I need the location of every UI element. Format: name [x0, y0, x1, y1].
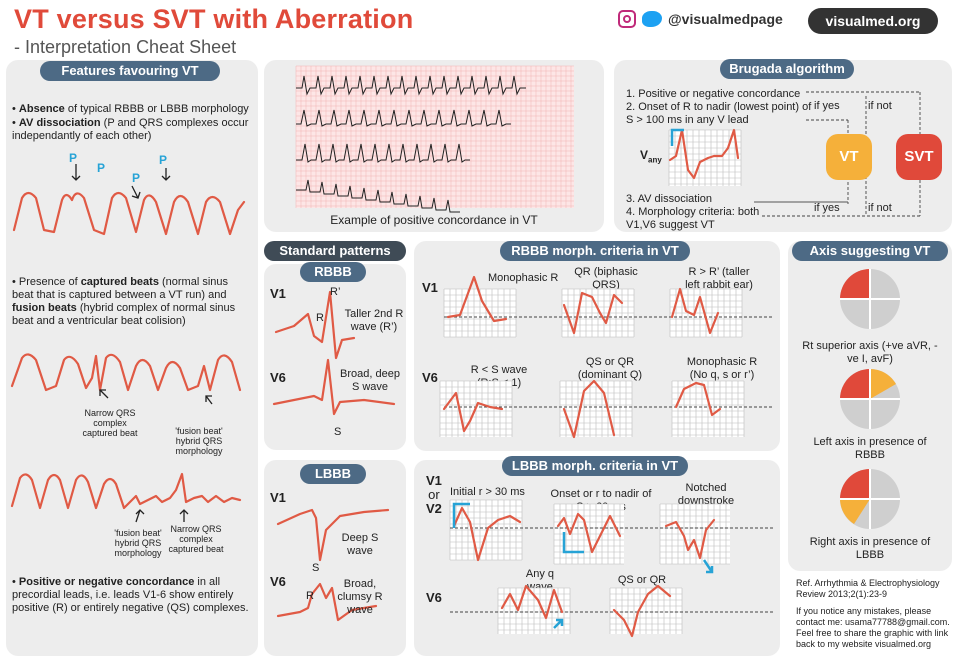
- fusion-beat-tracing: [10, 472, 242, 523]
- brugada-criterion-2: 2. Onset of R to nadir (lowest point) of…: [626, 101, 812, 126]
- rbbb-v6-note: Broad, deep S wave: [340, 368, 400, 393]
- vt-result-node: VT: [826, 134, 872, 180]
- s-label: S: [334, 426, 342, 438]
- twitter-icon[interactable]: [642, 11, 662, 27]
- p-wave-label: P: [97, 161, 105, 175]
- reference-note: If you notice any mistakes, please conta…: [796, 606, 950, 649]
- r-label: R: [316, 312, 324, 324]
- axis-right-label: Right axis in presence of LBBB: [809, 536, 931, 561]
- lbbb-vt-heading: LBBB morph. criteria in VT: [502, 456, 688, 476]
- lead-v6: V6: [270, 370, 286, 385]
- social-links: @visualmedpage: [618, 10, 783, 28]
- av-dissociation-tracing: P P P P: [12, 151, 246, 236]
- brugada-criterion-4: 4. Morphology criteria: both V1,V6 sugge…: [626, 206, 760, 231]
- bullet-concordance: • Positive or negative concordance in al…: [12, 576, 249, 614]
- axis-diagrams: [840, 269, 900, 529]
- rbbb-vt-heading: RBBB morph. criteria in VT: [500, 241, 690, 261]
- axis-left-quadrant: [840, 369, 900, 429]
- vt-features-heading: Features favouring VT: [40, 61, 220, 81]
- lbbb-vt-initial-r: Initial r > 30 ms: [450, 486, 525, 498]
- rbbb-vt-lead-v1: V1: [422, 280, 438, 295]
- brugada-if-yes-1: if yes: [814, 100, 840, 112]
- reference-citation: Ref. Arrhythmia & Electrophysiology Revi…: [796, 578, 940, 599]
- lead-v6-lbbb: V6: [270, 574, 286, 589]
- brugada-if-not-2: if not: [868, 202, 892, 214]
- rbbb-vt-waves: [439, 275, 774, 439]
- lbbb-vt-lead-v1: V1 or V2: [426, 473, 442, 516]
- concordance-ecg-strip: [295, 65, 574, 213]
- website-badge[interactable]: visualmed.org: [808, 8, 938, 34]
- social-handle[interactable]: @visualmedpage: [668, 11, 783, 27]
- lbbb-vt-waves: [449, 499, 774, 638]
- rbbb-v1-note: Taller 2nd R wave (R’): [344, 308, 404, 333]
- lbbb-vt-lead-v6: V6: [426, 590, 442, 605]
- brugada-if-yes-2: if yes: [814, 202, 840, 214]
- annotation-narrow-qrs-2: Narrow QRS complex captured beat: [168, 524, 224, 554]
- annotation-fusion-beat: 'fusion beat' hybrid QRS morphology: [175, 426, 223, 456]
- brugada-if-not-1: if not: [868, 100, 892, 112]
- vt-features-panel: [6, 60, 258, 656]
- rbbb-vt-monophasic-r: Monophasic R: [488, 272, 559, 284]
- axis-heading: Axis suggesting VT: [792, 241, 948, 261]
- captured-beat-tracing: [10, 353, 242, 405]
- rbbb-vt-qs-qr: QS or QR (dominant Q): [577, 356, 643, 381]
- rbbb-vt-r-greater: R > R’ (taller left rabbit ear): [685, 266, 753, 291]
- page-title: VT versus SVT with Aberration: [14, 4, 414, 34]
- ecg-example-caption: Example of positive concordance in VT: [330, 213, 538, 227]
- lbbb-r-label: R: [306, 590, 314, 602]
- rbbb-vt-monophasic-r-v6: Monophasic R (No q, s or r’): [686, 356, 758, 381]
- annotation-narrow-qrs: Narrow QRS complex captured beat: [82, 408, 138, 438]
- rbbb-standard-waves: [272, 290, 396, 416]
- brugada-criterion-3: 3. AV dissociation: [626, 193, 713, 205]
- rbbb-standard-heading: RBBB: [300, 262, 366, 282]
- lbbb-standard-panel: [264, 460, 406, 656]
- lbbb-v1-note: Deep S wave: [341, 532, 379, 557]
- lead-v1: V1: [270, 286, 286, 301]
- axis-rt-superior-label: Rt superior axis (+ve aVR, -ve I, avF): [802, 340, 938, 365]
- rbbb-vt-qr: QR (biphasic QRS): [574, 266, 638, 291]
- instagram-icon[interactable]: [618, 10, 636, 28]
- p-wave-label: P: [159, 153, 167, 167]
- lbbb-standard-heading: LBBB: [300, 464, 366, 484]
- bullet-captured-fusion: • Presence of captured beats (normal sin…: [12, 276, 236, 327]
- r-prime-label: R’: [330, 286, 341, 298]
- brugada-diagram: [668, 91, 921, 217]
- page-subtitle: - Interpretation Cheat Sheet: [14, 37, 237, 57]
- axis-rt-superior-quadrant: [840, 269, 900, 329]
- p-wave-label: P: [132, 171, 140, 185]
- lbbb-s-label: S: [312, 562, 320, 574]
- p-wave-label: P: [69, 151, 77, 165]
- lbbb-v6-note: Broad, clumsy R wave: [337, 578, 383, 616]
- bullet-av-dissociation: • AV dissociation (P and QRS complexes o…: [12, 117, 249, 142]
- lead-v1-lbbb: V1: [270, 490, 286, 505]
- brugada-heading: Brugada algorithm: [720, 59, 854, 79]
- axis-left-label: Left axis in presence of RBBB: [813, 436, 927, 461]
- rbbb-vt-lead-v6: V6: [422, 370, 438, 385]
- standard-patterns-heading: Standard patterns: [264, 241, 406, 261]
- svt-result-node: SVT: [896, 134, 942, 180]
- brugada-criterion-1: 1. Positive or negative concordance: [626, 88, 801, 100]
- annotation-fusion-beat-2: 'fusion beat' hybrid QRS morphology: [114, 528, 162, 558]
- vany-label: Vany: [640, 148, 662, 165]
- lbbb-standard-waves: [276, 508, 390, 622]
- bullet-absence: • Absence of typical RBBB or LBBB morpho…: [12, 103, 249, 115]
- axis-right-quadrant: [840, 469, 900, 529]
